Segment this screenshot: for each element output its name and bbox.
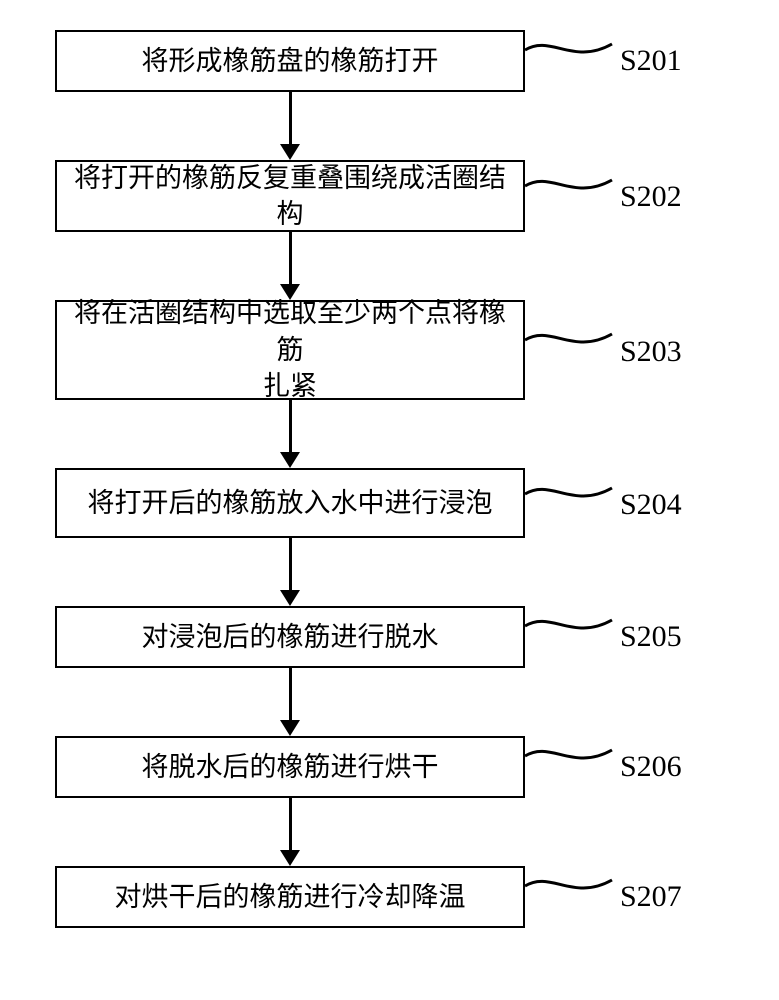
flow-arrow-line — [289, 798, 292, 852]
flow-step-box: 将打开后的橡筋放入水中进行浸泡 — [55, 468, 525, 538]
flow-arrow-head — [280, 452, 300, 468]
flow-connector — [525, 474, 612, 514]
flow-step-id-label: S202 — [620, 180, 682, 214]
flow-step-box: 将形成橡筋盘的橡筋打开 — [55, 30, 525, 92]
flow-arrow-line — [289, 232, 292, 286]
flow-step-box: 将脱水后的橡筋进行烘干 — [55, 736, 525, 798]
flow-arrow-head — [280, 590, 300, 606]
flow-step-text: 将打开后的橡筋放入水中进行浸泡 — [88, 485, 493, 521]
flow-arrow-line — [289, 92, 292, 146]
flow-step-id-label: S201 — [620, 44, 682, 78]
flow-arrow-head — [280, 284, 300, 300]
flow-step-text: 将在活圈结构中选取至少两个点将橡筋 扎紧 — [69, 295, 511, 404]
flow-step-text: 将打开的橡筋反复重叠围绕成活圈结构 — [69, 160, 511, 233]
flow-step-text: 对浸泡后的橡筋进行脱水 — [142, 619, 439, 655]
flowchart-canvas: 将形成橡筋盘的橡筋打开 S201 将打开的橡筋反复重叠围绕成活圈结构 S202 将在活圈… — [0, 0, 779, 1000]
flow-connector — [525, 606, 612, 646]
flow-step-box: 对烘干后的橡筋进行冷却降温 — [55, 866, 525, 928]
flow-arrow-line — [289, 400, 292, 454]
flow-step-text: 将形成橡筋盘的橡筋打开 — [142, 43, 439, 79]
flow-step-text: 对烘干后的橡筋进行冷却降温 — [115, 879, 466, 915]
flow-step-box: 将打开的橡筋反复重叠围绕成活圈结构 — [55, 160, 525, 232]
flow-step-id-label: S207 — [620, 880, 682, 914]
flow-connector — [525, 166, 612, 206]
flow-arrow-line — [289, 668, 292, 722]
flow-step-id-label: S205 — [620, 620, 682, 654]
flow-connector — [525, 320, 612, 360]
flow-step-id-label: S204 — [620, 488, 682, 522]
flow-step-text: 将脱水后的橡筋进行烘干 — [142, 749, 439, 785]
flow-connector — [525, 30, 612, 70]
flow-connector — [525, 866, 612, 906]
flow-arrow-head — [280, 720, 300, 736]
flow-arrow-line — [289, 538, 292, 592]
flow-arrow-head — [280, 144, 300, 160]
flow-step-id-label: S203 — [620, 335, 682, 369]
flow-arrow-head — [280, 850, 300, 866]
flow-connector — [525, 736, 612, 776]
flow-step-id-label: S206 — [620, 750, 682, 784]
flow-step-box: 对浸泡后的橡筋进行脱水 — [55, 606, 525, 668]
flow-step-box: 将在活圈结构中选取至少两个点将橡筋 扎紧 — [55, 300, 525, 400]
